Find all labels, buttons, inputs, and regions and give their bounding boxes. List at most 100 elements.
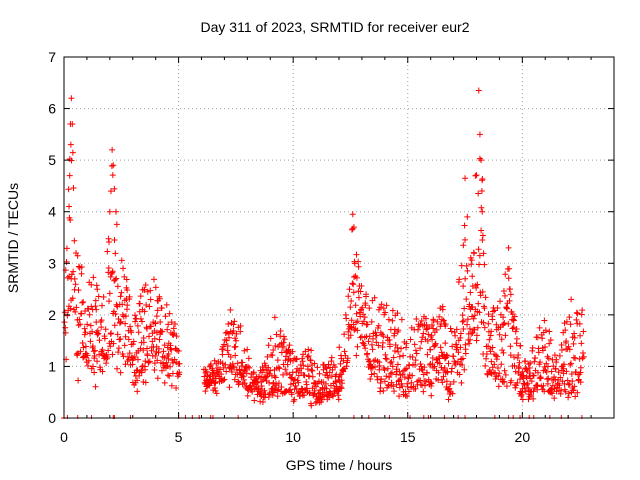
data-point — [420, 371, 427, 378]
data-point — [106, 298, 113, 305]
data-point — [222, 329, 229, 336]
data-point — [143, 302, 150, 309]
data-point — [301, 372, 308, 379]
data-point — [566, 314, 573, 321]
data-point — [383, 373, 390, 380]
data-point — [480, 250, 487, 257]
data-point — [124, 302, 131, 309]
data-point — [304, 353, 311, 360]
data-point — [428, 321, 435, 328]
data-point — [146, 358, 153, 365]
peak-point — [107, 188, 114, 195]
data-point — [545, 375, 552, 382]
data-point — [332, 364, 339, 371]
data-point — [231, 318, 238, 325]
data-point — [445, 396, 452, 403]
data-point — [374, 376, 381, 383]
data-point — [564, 377, 571, 384]
data-point — [518, 389, 525, 396]
data-point — [137, 315, 144, 322]
data-point — [368, 371, 375, 378]
data-point — [376, 362, 383, 369]
data-point — [347, 304, 354, 311]
data-point — [325, 374, 332, 381]
data-point — [546, 340, 553, 347]
data-point — [361, 342, 368, 349]
data-point — [82, 343, 89, 350]
data-point — [405, 375, 412, 382]
data-point — [393, 371, 400, 378]
data-point — [393, 381, 400, 388]
data-point — [218, 371, 225, 378]
data-point — [354, 327, 361, 334]
data-point — [301, 392, 308, 399]
data-point — [422, 315, 429, 322]
data-point — [466, 325, 473, 332]
data-point — [485, 320, 492, 327]
data-point — [482, 362, 489, 369]
data-point — [351, 273, 358, 280]
data-point — [537, 359, 544, 366]
data-point — [394, 344, 401, 351]
data-point — [353, 251, 360, 258]
data-point — [433, 356, 440, 363]
data-point — [154, 357, 161, 364]
data-point — [168, 382, 175, 389]
data-point — [565, 343, 572, 350]
data-point — [272, 374, 279, 381]
data-point — [491, 361, 498, 368]
data-point — [72, 281, 79, 288]
data-point — [101, 335, 108, 342]
data-point — [498, 336, 505, 343]
peak-point — [479, 208, 486, 215]
data-point — [532, 355, 539, 362]
data-point — [113, 275, 120, 282]
data-point — [468, 257, 475, 264]
data-point — [449, 343, 456, 350]
data-point — [390, 383, 397, 390]
data-point — [84, 362, 91, 369]
data-point — [417, 360, 424, 367]
data-point — [494, 305, 501, 312]
data-point — [389, 363, 396, 370]
data-point — [280, 371, 287, 378]
data-point — [87, 322, 94, 329]
data-point — [500, 349, 507, 356]
data-point — [566, 346, 573, 353]
data-point — [577, 332, 584, 339]
y-tick-label-0: 0 — [48, 410, 56, 426]
data-point — [131, 353, 138, 360]
data-point — [428, 380, 435, 387]
y-tick-label-5: 5 — [48, 152, 56, 168]
data-point — [228, 368, 235, 375]
data-point — [420, 388, 427, 395]
data-point — [156, 336, 163, 343]
x-axis-label: GPS time / hours — [286, 457, 393, 473]
data-point — [525, 361, 532, 368]
data-point — [176, 360, 183, 367]
data-point — [278, 349, 285, 356]
data-point — [528, 378, 535, 385]
data-point — [98, 324, 105, 331]
data-point — [337, 371, 344, 378]
data-point — [427, 346, 434, 353]
data-point — [354, 343, 361, 350]
data-point — [341, 331, 348, 338]
data-point — [417, 345, 424, 352]
data-point — [274, 387, 281, 394]
data-point — [547, 337, 554, 344]
data-point — [513, 335, 520, 342]
data-point — [111, 236, 118, 243]
data-point — [535, 349, 542, 356]
data-point — [328, 354, 335, 361]
data-point — [383, 356, 390, 363]
data-point — [430, 317, 437, 324]
data-point — [112, 276, 119, 283]
data-point — [114, 283, 121, 290]
data-point — [487, 348, 494, 355]
data-point — [359, 304, 366, 311]
data-point — [350, 281, 357, 288]
data-point — [461, 236, 468, 243]
